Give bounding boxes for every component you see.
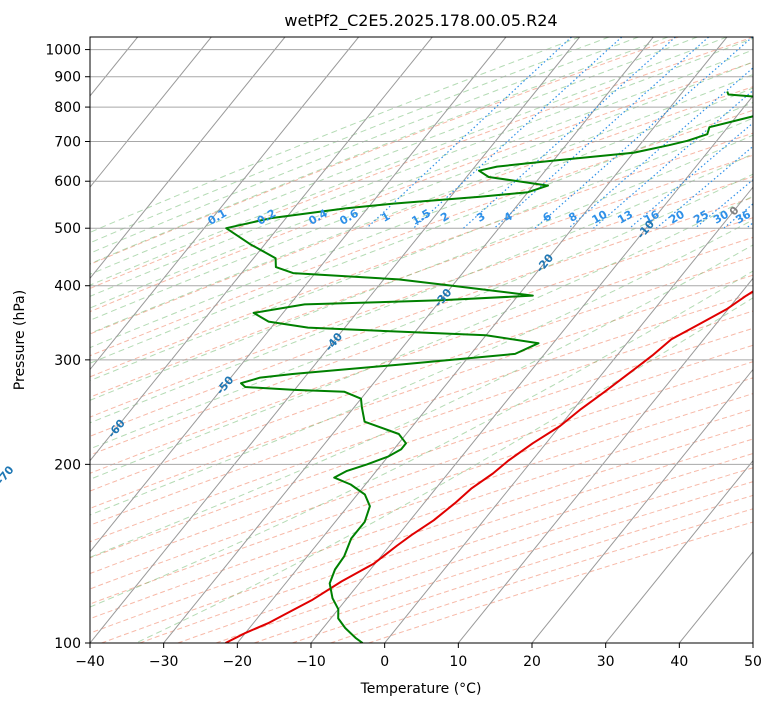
y-tick-label: 600 (54, 174, 81, 190)
isotherm-line (90, 37, 507, 553)
isotherm-line (605, 459, 753, 643)
y-tick-label: 100 (54, 636, 81, 652)
dry-adiabat-line (90, 109, 753, 357)
dry-adiabat-line (90, 132, 753, 378)
moist-adiabat-line (90, 244, 753, 558)
moist-adiabat-line (90, 37, 669, 265)
dry-adiabat-line (90, 327, 753, 559)
dry-adiabat-line (90, 154, 753, 398)
x-axis-label: Temperature (°C) (360, 681, 482, 697)
dry-adiabat-line (90, 37, 753, 289)
x-tick-label: −30 (149, 654, 179, 670)
background-lines (90, 37, 753, 643)
y-tick-label: 1000 (45, 43, 81, 59)
dry-adiabat-line (90, 408, 753, 634)
profile-lines (225, 91, 753, 643)
mixing-ratio-line (593, 89, 753, 229)
moist-adiabat-line (90, 61, 753, 321)
moist-adiabat-line (135, 297, 753, 643)
x-tick-label: −10 (296, 654, 326, 670)
x-tick-label: 30 (597, 654, 615, 670)
moist-adiabat-line (90, 49, 753, 309)
mixing-ratio-line (413, 37, 623, 229)
x-tick-label: 20 (523, 654, 541, 670)
y-tick-label: 800 (54, 100, 81, 116)
isotherm-line (90, 37, 433, 462)
y-tick-label: 700 (54, 134, 81, 150)
isotherm-line (90, 37, 360, 371)
moist-adiabat-line (90, 219, 753, 516)
x-tick-label: 50 (744, 654, 762, 670)
isotherm-line (90, 37, 212, 188)
y-tick-label: 200 (54, 457, 81, 473)
dry-adiabat-line (90, 236, 753, 474)
dry-adiabat-line (330, 508, 753, 643)
isotherm-line (384, 186, 753, 643)
dry-adiabat-line (215, 467, 753, 643)
y-tick-label: 900 (54, 70, 81, 86)
dry-adiabat-line (177, 452, 753, 643)
x-tick-label: 0 (380, 654, 389, 670)
dry-adiabat-line (90, 217, 753, 456)
mixing-ratio-line (366, 37, 572, 229)
moist-adiabat-line (90, 153, 753, 424)
x-tick-label: 10 (449, 654, 467, 670)
x-axis-ticks: −40 −30 −20 −10 0 10 20 30 40 50 (75, 643, 762, 670)
dry-adiabat-line (90, 344, 753, 575)
dry-adiabat-line (90, 377, 753, 605)
dry-adiabat-line (90, 310, 753, 543)
y-tick-label: 300 (54, 353, 81, 369)
isotherm-line (310, 95, 753, 643)
y-tick-label: 500 (54, 221, 81, 237)
dry-adiabat-line (139, 438, 753, 643)
mixing-ratio-line (629, 122, 753, 229)
moist-adiabat-line (90, 173, 753, 450)
isotherm-line (531, 368, 753, 643)
temperature-profile (225, 290, 753, 643)
dry-adiabat-line (90, 292, 753, 526)
dewpoint-profile (225, 91, 753, 643)
y-axis-label: Pressure (hPa) (12, 290, 28, 390)
moist-adiabat-line (90, 37, 580, 233)
chart-title: wetPf2_C2E5.2025.178.00.05.R24 (284, 11, 557, 31)
moist-adiabat-line (90, 37, 698, 275)
isotherm-line (90, 37, 581, 643)
mixing-ratio-line (463, 37, 676, 229)
mixing-ratio-line (694, 179, 753, 229)
isotherm-line (90, 37, 286, 280)
isotherm-line (236, 37, 728, 643)
plot-frame (89, 36, 754, 644)
x-tick-label: −20 (223, 654, 253, 670)
moist-adiabat-line (90, 74, 753, 334)
dry-adiabat-line (90, 61, 753, 313)
x-tick-label: 40 (670, 654, 688, 670)
mixing-ratio-line (534, 37, 753, 229)
x-tick-label: −40 (75, 654, 105, 670)
isotherm-line (457, 277, 753, 643)
dry-adiabat-line (254, 481, 753, 643)
isotherm-line (163, 37, 654, 643)
moist-adiabat-line (90, 37, 639, 254)
moist-adiabat-line (90, 117, 753, 382)
moist-adiabat-line (90, 134, 753, 401)
y-axis-ticks: 100 200 300 400 500 600 700 800 900 1000 (45, 43, 90, 652)
y-tick-label: 400 (54, 279, 81, 295)
